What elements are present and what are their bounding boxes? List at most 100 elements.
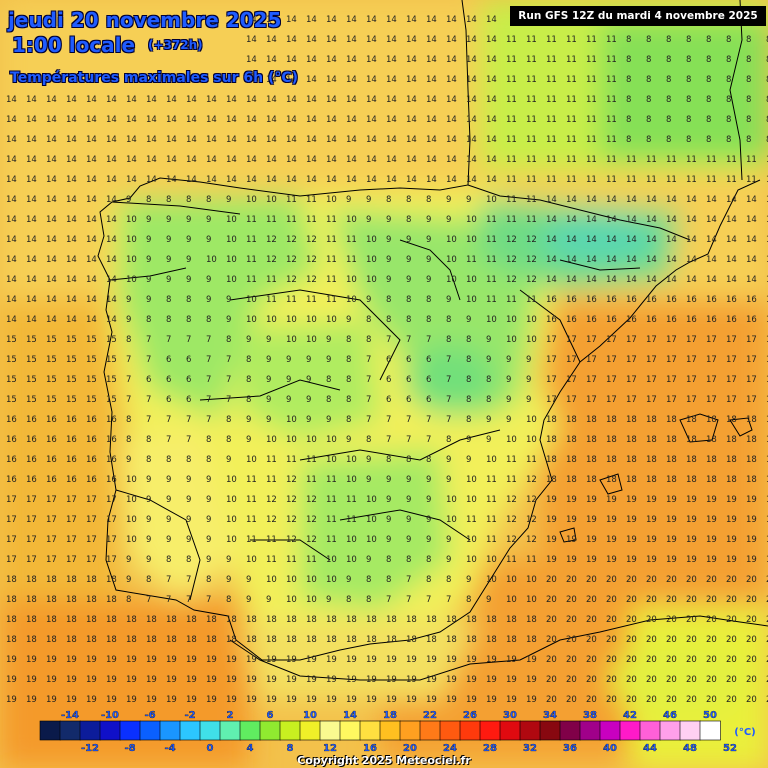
- grid-value: 20: [726, 635, 737, 645]
- grid-value: 12: [266, 495, 277, 505]
- grid-value: 17: [646, 335, 657, 345]
- grid-value: 10: [346, 275, 357, 285]
- legend-label: -8: [124, 743, 135, 754]
- grid-value: 14: [86, 315, 97, 325]
- grid-value: 14: [566, 275, 577, 285]
- grid-value: 19: [666, 535, 677, 545]
- grid-value: 20: [606, 575, 617, 585]
- legend-swatch: [39, 720, 61, 741]
- grid-value: 19: [166, 675, 177, 685]
- grid-value: 17: [666, 355, 677, 365]
- grid-value: 9: [126, 555, 131, 565]
- grid-value: 18: [426, 635, 437, 645]
- grid-value: 18: [746, 455, 757, 465]
- grid-value: 14: [6, 255, 17, 265]
- grid-value: 14: [766, 275, 768, 285]
- grid-value: 14: [326, 135, 337, 145]
- grid-value: 16: [566, 315, 577, 325]
- grid-value: 8: [666, 75, 671, 85]
- grid-value: 7: [386, 595, 391, 605]
- grid-value: 14: [106, 195, 117, 205]
- grid-value: 18: [346, 635, 357, 645]
- grid-value: 18: [666, 455, 677, 465]
- grid-value: 9: [126, 295, 131, 305]
- grid-value: 14: [386, 15, 397, 25]
- grid-value: 16: [766, 315, 768, 325]
- grid-value: 17: [686, 375, 697, 385]
- grid-value: 20: [606, 615, 617, 625]
- grid-value: 10: [486, 575, 497, 585]
- grid-value: 14: [406, 55, 417, 65]
- grid-value: 14: [106, 295, 117, 305]
- grid-value: 8: [426, 455, 431, 465]
- grid-value: 20: [666, 635, 677, 645]
- grid-value: 18: [586, 415, 597, 425]
- grid-value: 14: [386, 75, 397, 85]
- grid-value: 18: [46, 575, 57, 585]
- grid-value: 8: [146, 455, 151, 465]
- grid-value: 16: [66, 435, 77, 445]
- grid-value: 8: [166, 455, 171, 465]
- grid-value: 17: [706, 375, 717, 385]
- grid-value: 11: [306, 215, 317, 225]
- grid-value: 14: [586, 215, 597, 225]
- grid-value: 20: [586, 575, 597, 585]
- grid-value: 17: [586, 375, 597, 385]
- grid-value: 10: [266, 195, 277, 205]
- legend-swatch: [659, 720, 681, 741]
- grid-value: 8: [146, 435, 151, 445]
- grid-value: 14: [426, 55, 437, 65]
- grid-value: 14: [46, 195, 57, 205]
- grid-value: 12: [526, 275, 537, 285]
- grid-value: 19: [726, 495, 737, 505]
- grid-value: 20: [686, 635, 697, 645]
- grid-value: 11: [346, 255, 357, 265]
- grid-value: 7: [426, 595, 431, 605]
- grid-value: 11: [566, 75, 577, 85]
- grid-value: 18: [546, 475, 557, 485]
- grid-value: 18: [426, 615, 437, 625]
- grid-value: 14: [346, 115, 357, 125]
- grid-value: 14: [86, 195, 97, 205]
- grid-value: 17: [566, 335, 577, 345]
- grid-value: 8: [166, 195, 171, 205]
- grid-value: 19: [406, 655, 417, 665]
- grid-value: 11: [566, 55, 577, 65]
- grid-value: 7: [146, 335, 151, 345]
- grid-value: 18: [486, 635, 497, 645]
- grid-value: 15: [26, 355, 37, 365]
- grid-value: 10: [126, 235, 137, 245]
- grid-value: 9: [166, 515, 171, 525]
- grid-value: 11: [286, 195, 297, 205]
- legend-label: 44: [643, 743, 657, 754]
- grid-value: 18: [746, 435, 757, 445]
- grid-value: 9: [326, 335, 331, 345]
- grid-value: 11: [246, 215, 257, 225]
- grid-value: 17: [86, 535, 97, 545]
- grid-value: 18: [746, 415, 757, 425]
- grid-value: 20: [626, 615, 637, 625]
- grid-value: 8: [406, 315, 411, 325]
- grid-value: 18: [306, 615, 317, 625]
- grid-value: 9: [226, 195, 231, 205]
- grid-value: 18: [326, 615, 337, 625]
- grid-value: 14: [366, 95, 377, 105]
- grid-value: 20: [726, 675, 737, 685]
- grid-value: 11: [266, 275, 277, 285]
- grid-value: 8: [706, 115, 711, 125]
- grid-value: 18: [726, 415, 737, 425]
- grid-value: 14: [326, 95, 337, 105]
- grid-value: 17: [626, 355, 637, 365]
- grid-value: 9: [286, 395, 291, 405]
- grid-value: 14: [266, 35, 277, 45]
- grid-value: 19: [366, 655, 377, 665]
- grid-value: 16: [106, 415, 117, 425]
- grid-value: 17: [766, 395, 768, 405]
- grid-value: 15: [106, 375, 117, 385]
- grid-value: 7: [366, 355, 371, 365]
- grid-value: 20: [606, 675, 617, 685]
- grid-value: 12: [306, 275, 317, 285]
- grid-value: 11: [326, 235, 337, 245]
- grid-value: 12: [306, 495, 317, 505]
- grid-value: 17: [86, 555, 97, 565]
